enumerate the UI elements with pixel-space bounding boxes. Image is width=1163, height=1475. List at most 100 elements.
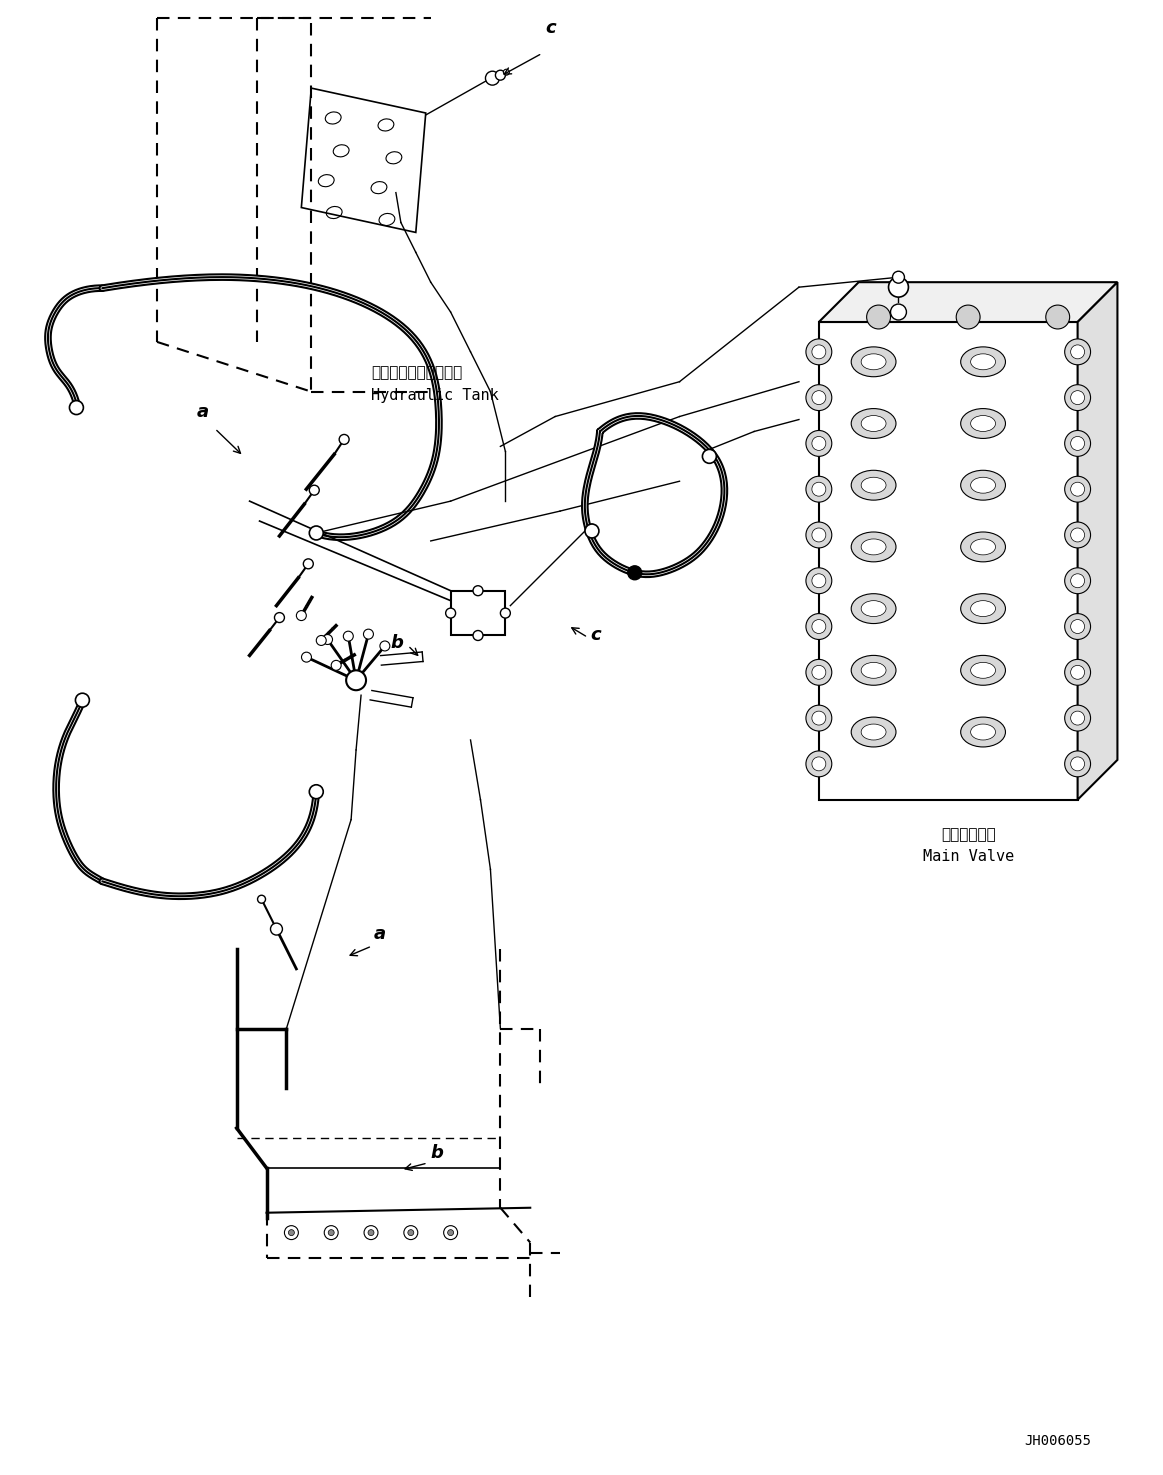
Ellipse shape	[851, 717, 896, 746]
Circle shape	[297, 611, 306, 621]
Circle shape	[1064, 522, 1091, 547]
Circle shape	[1064, 431, 1091, 456]
Circle shape	[1064, 751, 1091, 777]
Circle shape	[891, 304, 906, 320]
Circle shape	[812, 437, 826, 450]
Ellipse shape	[961, 717, 1006, 746]
Ellipse shape	[851, 347, 896, 376]
Ellipse shape	[851, 471, 896, 500]
Circle shape	[301, 652, 312, 662]
Circle shape	[892, 271, 905, 283]
Circle shape	[328, 1230, 334, 1236]
Circle shape	[1071, 620, 1085, 633]
Circle shape	[473, 586, 483, 596]
Circle shape	[806, 385, 832, 410]
Circle shape	[956, 305, 980, 329]
Circle shape	[806, 751, 832, 777]
Ellipse shape	[861, 416, 886, 432]
Circle shape	[70, 401, 84, 414]
Circle shape	[1064, 385, 1091, 410]
Text: a: a	[197, 403, 209, 420]
Circle shape	[500, 608, 511, 618]
Circle shape	[340, 435, 349, 444]
Circle shape	[806, 339, 832, 364]
Circle shape	[408, 1230, 414, 1236]
Circle shape	[304, 559, 313, 569]
Text: メインバルブ: メインバルブ	[941, 827, 996, 842]
Circle shape	[812, 345, 826, 358]
Circle shape	[1046, 305, 1070, 329]
Circle shape	[368, 1230, 374, 1236]
Ellipse shape	[971, 354, 996, 370]
Circle shape	[1064, 568, 1091, 594]
Circle shape	[271, 923, 283, 935]
Ellipse shape	[851, 409, 896, 438]
Circle shape	[806, 431, 832, 456]
Circle shape	[347, 670, 366, 690]
Circle shape	[404, 1226, 418, 1239]
Circle shape	[1071, 757, 1085, 771]
Circle shape	[889, 277, 908, 296]
Circle shape	[806, 614, 832, 640]
Ellipse shape	[851, 532, 896, 562]
Circle shape	[866, 305, 891, 329]
Circle shape	[288, 1230, 294, 1236]
Circle shape	[1064, 659, 1091, 686]
Circle shape	[585, 524, 599, 538]
Circle shape	[702, 450, 716, 463]
Circle shape	[806, 476, 832, 502]
Circle shape	[806, 522, 832, 547]
Circle shape	[806, 659, 832, 686]
Circle shape	[76, 693, 90, 707]
Bar	[819, 322, 1078, 799]
Text: c: c	[590, 627, 600, 645]
Text: a: a	[374, 925, 386, 943]
Circle shape	[628, 566, 642, 580]
Circle shape	[309, 527, 323, 540]
Circle shape	[1071, 391, 1085, 404]
Circle shape	[812, 620, 826, 633]
Circle shape	[1064, 476, 1091, 502]
Circle shape	[322, 634, 333, 645]
Text: ハイドロリックタンク: ハイドロリックタンク	[371, 364, 462, 379]
Circle shape	[1064, 614, 1091, 640]
Ellipse shape	[851, 594, 896, 624]
Ellipse shape	[961, 655, 1006, 686]
Circle shape	[316, 636, 327, 646]
Circle shape	[806, 705, 832, 732]
Circle shape	[812, 757, 826, 771]
Circle shape	[309, 785, 323, 798]
Polygon shape	[1078, 282, 1118, 799]
Circle shape	[1064, 705, 1091, 732]
Text: b: b	[391, 634, 404, 652]
Circle shape	[1071, 528, 1085, 541]
Ellipse shape	[861, 538, 886, 555]
Text: JH006055: JH006055	[1025, 1434, 1091, 1447]
Circle shape	[443, 1226, 457, 1239]
Circle shape	[445, 608, 456, 618]
Text: b: b	[430, 1145, 443, 1162]
Circle shape	[1071, 711, 1085, 726]
Ellipse shape	[961, 409, 1006, 438]
Bar	[450, 590, 506, 636]
Ellipse shape	[861, 354, 886, 370]
Ellipse shape	[971, 724, 996, 740]
Polygon shape	[819, 282, 1118, 322]
Circle shape	[1071, 665, 1085, 680]
Text: Hydraulic Tank: Hydraulic Tank	[371, 388, 499, 403]
Ellipse shape	[861, 724, 886, 740]
Ellipse shape	[971, 416, 996, 432]
Circle shape	[812, 391, 826, 404]
Ellipse shape	[961, 347, 1006, 376]
Circle shape	[343, 631, 354, 642]
Ellipse shape	[861, 600, 886, 617]
Circle shape	[364, 630, 373, 639]
Ellipse shape	[961, 594, 1006, 624]
Ellipse shape	[851, 655, 896, 686]
Ellipse shape	[961, 471, 1006, 500]
Circle shape	[485, 71, 499, 86]
Ellipse shape	[961, 532, 1006, 562]
Ellipse shape	[971, 662, 996, 678]
Circle shape	[812, 482, 826, 496]
Circle shape	[1071, 437, 1085, 450]
